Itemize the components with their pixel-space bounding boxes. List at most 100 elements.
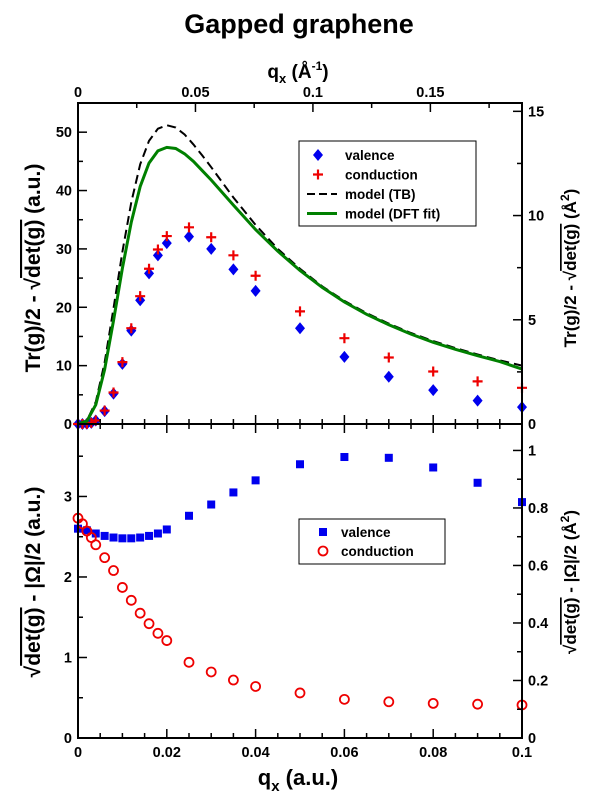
- data-point: [339, 333, 350, 344]
- data-point: [227, 674, 239, 686]
- svg-text:√det(g) - |Ω|/2 (Å2): √det(g) - |Ω|/2 (Å2): [558, 510, 580, 654]
- data-point: [161, 635, 173, 646]
- svg-text:Tr(g)/2 - √det(g) (Å2): Tr(g)/2 - √det(g) (Å2): [558, 189, 580, 348]
- legend-box: [298, 518, 446, 565]
- data-point: [428, 384, 439, 397]
- data-point: [82, 526, 91, 535]
- svg-text:√det(g) - |Ω|/2 (a.u.): √det(g) - |Ω|/2 (a.u.): [22, 487, 45, 678]
- y-tick-label: 10: [56, 359, 72, 375]
- data-point: [472, 698, 484, 710]
- data-point: [152, 244, 163, 255]
- series-valence: [74, 453, 526, 543]
- data-point: [250, 270, 261, 281]
- data-point: [108, 387, 119, 398]
- data-point: [206, 232, 217, 243]
- chart-title: Gapped graphene: [184, 9, 414, 39]
- panel-upper: 0 10 20 30 40 50 0 5 10 15 valence conduction model …: [56, 102, 544, 433]
- y-tick-label: 40: [56, 184, 72, 200]
- data-point: [127, 534, 136, 543]
- y-tick-label: 0: [64, 417, 72, 433]
- right-y-tick-label: 0: [528, 417, 536, 433]
- data-point: [153, 529, 162, 538]
- data-point: [472, 394, 483, 407]
- y-tick-label: 3: [64, 489, 72, 505]
- top-axis-label: qx (Å-1): [267, 59, 328, 86]
- right-y-tick-label: 5: [528, 313, 536, 329]
- series-model-dft-fit-: [77, 145, 523, 426]
- data-point: [383, 352, 394, 363]
- data-point: [109, 533, 118, 542]
- data-point: [161, 237, 172, 250]
- data-point: [162, 525, 171, 534]
- data-point: [161, 231, 172, 242]
- y-tick-label: 2: [64, 570, 72, 586]
- series-valence: [73, 230, 527, 430]
- lower-left-ylabel: √det(g) - |Ω|/2 (a.u.): [22, 487, 45, 678]
- data-point: [100, 531, 109, 540]
- bottom-axis-label: qx (a.u.): [258, 765, 338, 795]
- bottom-tick-label: 0.1: [512, 745, 532, 761]
- data-point: [429, 463, 438, 472]
- plot-layer: 01020304050051015valenceconductionmodel …: [56, 85, 548, 761]
- top-axis: 0 0.05 0.1 0.15: [74, 85, 490, 112]
- bottom-tick-label: 0: [74, 745, 82, 761]
- data-point: [184, 230, 194, 243]
- top-tick-label: 0.05: [181, 85, 209, 101]
- data-point: [117, 582, 128, 593]
- data-point: [144, 263, 155, 274]
- legend-marker: [313, 149, 323, 161]
- y-tick-label: 30: [56, 242, 72, 258]
- upper-left-ylabel: Tr(g)/2 - √det(g) (a.u.): [22, 164, 45, 373]
- data-point: [339, 350, 350, 363]
- data-point: [184, 222, 194, 233]
- right-y-tick-label: 0.6: [528, 558, 548, 574]
- data-point: [90, 539, 102, 551]
- right-y-tick-label: 0.8: [528, 501, 548, 517]
- data-point: [383, 370, 394, 383]
- data-point: [185, 511, 193, 520]
- data-point: [340, 453, 349, 462]
- data-point: [384, 453, 393, 462]
- panel-lower: 0 1 2 3 0 0.2 0.4 0.6 0.8 1 valence conduction: [64, 423, 548, 747]
- data-point: [135, 291, 146, 302]
- data-point: [228, 250, 239, 261]
- data-point: [126, 323, 137, 334]
- right-y-tick-label: 0.4: [528, 616, 548, 632]
- data-point: [134, 607, 146, 619]
- data-point: [294, 687, 306, 699]
- data-point: [207, 500, 216, 509]
- data-point: [108, 565, 119, 576]
- data-point: [206, 242, 217, 255]
- top-tick-label: 0.1: [303, 85, 323, 101]
- data-point: [427, 697, 439, 709]
- panel-frame: [77, 423, 523, 739]
- y-tick-label: 1: [64, 650, 72, 666]
- bottom-tick-label: 0.04: [241, 745, 269, 761]
- data-point: [117, 357, 128, 368]
- series-line: [77, 145, 523, 426]
- y-tick-label: 0: [64, 731, 72, 747]
- y-tick-label: 20: [56, 300, 72, 316]
- legend-label: conduction: [341, 544, 414, 559]
- data-point: [295, 322, 305, 335]
- data-point: [91, 529, 100, 538]
- data-point: [136, 533, 145, 542]
- data-point: [145, 531, 154, 540]
- top-tick-label: 0.15: [416, 85, 444, 101]
- legend-lower: valence conduction: [298, 518, 446, 565]
- bottom-tick-label: 0.02: [153, 745, 181, 761]
- data-point: [99, 405, 110, 416]
- data-point: [152, 249, 163, 262]
- upper-right-ylabel: Tr(g)/2 - √det(g) (Å2): [558, 189, 580, 348]
- right-y-tick-label: 0.2: [528, 673, 548, 689]
- bottom-axis: 0 0.02 0.04 0.06 0.08 0.1: [74, 745, 532, 761]
- right-y-tick-label: 0: [528, 731, 536, 747]
- data-point: [99, 552, 111, 564]
- data-point: [472, 376, 483, 387]
- data-point: [229, 488, 238, 497]
- right-y-tick-label: 1: [528, 443, 536, 459]
- legend-label: model (DFT fit): [345, 207, 440, 222]
- top-tick-label: 0: [74, 85, 82, 101]
- data-point: [428, 366, 439, 377]
